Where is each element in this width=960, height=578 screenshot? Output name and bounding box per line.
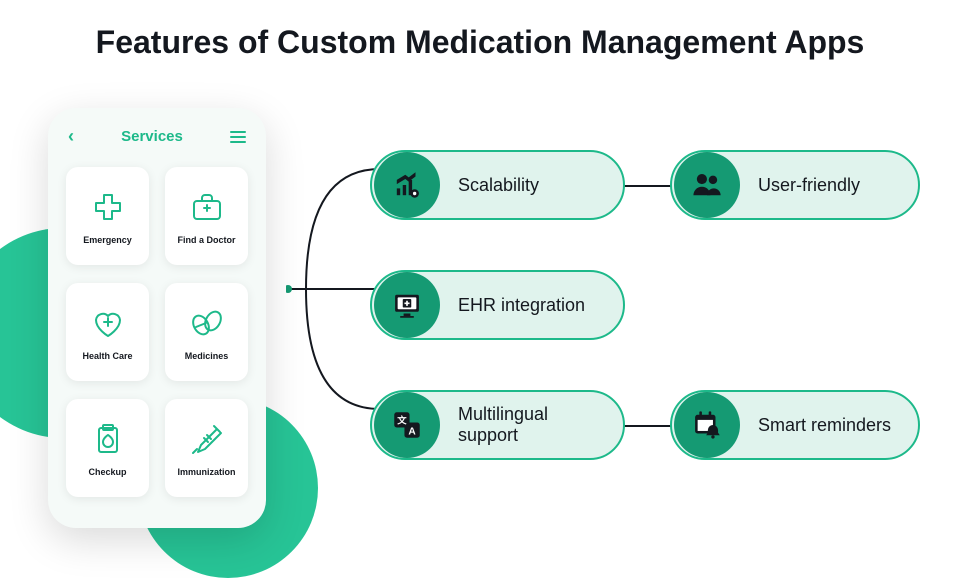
calendar-bell-icon bbox=[674, 392, 740, 458]
service-card: Checkup bbox=[66, 399, 149, 497]
feature-label: Multilingual support bbox=[458, 404, 599, 445]
feature-pill: User-friendly bbox=[670, 150, 920, 220]
features-diagram: Scalability User-friendly EHR integration 文… bbox=[330, 140, 940, 480]
phone-screen-title: Services bbox=[121, 128, 183, 145]
service-card: Medicines bbox=[165, 283, 248, 381]
feature-pill: Scalability bbox=[370, 150, 625, 220]
service-label: Immunization bbox=[178, 467, 236, 477]
feature-label: User-friendly bbox=[758, 175, 860, 196]
feature-pill: EHR integration bbox=[370, 270, 625, 340]
cross-icon bbox=[88, 187, 128, 227]
phone-frame: ‹ Services Emergency Find a Doctor Health … bbox=[48, 108, 266, 528]
service-label: Find a Doctor bbox=[178, 235, 236, 245]
phone-mockup: ‹ Services Emergency Find a Doctor Health … bbox=[28, 108, 278, 548]
service-card: Immunization bbox=[165, 399, 248, 497]
syringe-icon bbox=[187, 419, 227, 459]
svg-text:A: A bbox=[408, 426, 416, 437]
svg-text:文: 文 bbox=[396, 414, 407, 425]
users-icon bbox=[674, 152, 740, 218]
feature-pill: 文A Multilingual support bbox=[370, 390, 625, 460]
back-icon: ‹ bbox=[68, 126, 74, 147]
heart-plus-icon bbox=[88, 303, 128, 343]
translate-icon: 文A bbox=[374, 392, 440, 458]
service-label: Health Care bbox=[82, 351, 132, 361]
service-card: Emergency bbox=[66, 167, 149, 265]
connector-line bbox=[623, 425, 674, 427]
connector-line bbox=[623, 185, 674, 187]
feature-label: Smart reminders bbox=[758, 415, 891, 436]
service-label: Medicines bbox=[185, 351, 229, 361]
growth-icon bbox=[374, 152, 440, 218]
service-label: Emergency bbox=[83, 235, 132, 245]
menu-icon bbox=[230, 131, 246, 143]
pills-icon bbox=[187, 303, 227, 343]
page-title: Features of Custom Medication Management… bbox=[0, 24, 960, 61]
service-card: Health Care bbox=[66, 283, 149, 381]
ehr-icon bbox=[374, 272, 440, 338]
briefcase-icon bbox=[187, 187, 227, 227]
clipboard-icon bbox=[88, 419, 128, 459]
feature-label: EHR integration bbox=[458, 295, 585, 316]
service-card: Find a Doctor bbox=[165, 167, 248, 265]
service-label: Checkup bbox=[88, 467, 126, 477]
feature-label: Scalability bbox=[458, 175, 539, 196]
feature-pill: Smart reminders bbox=[670, 390, 920, 460]
